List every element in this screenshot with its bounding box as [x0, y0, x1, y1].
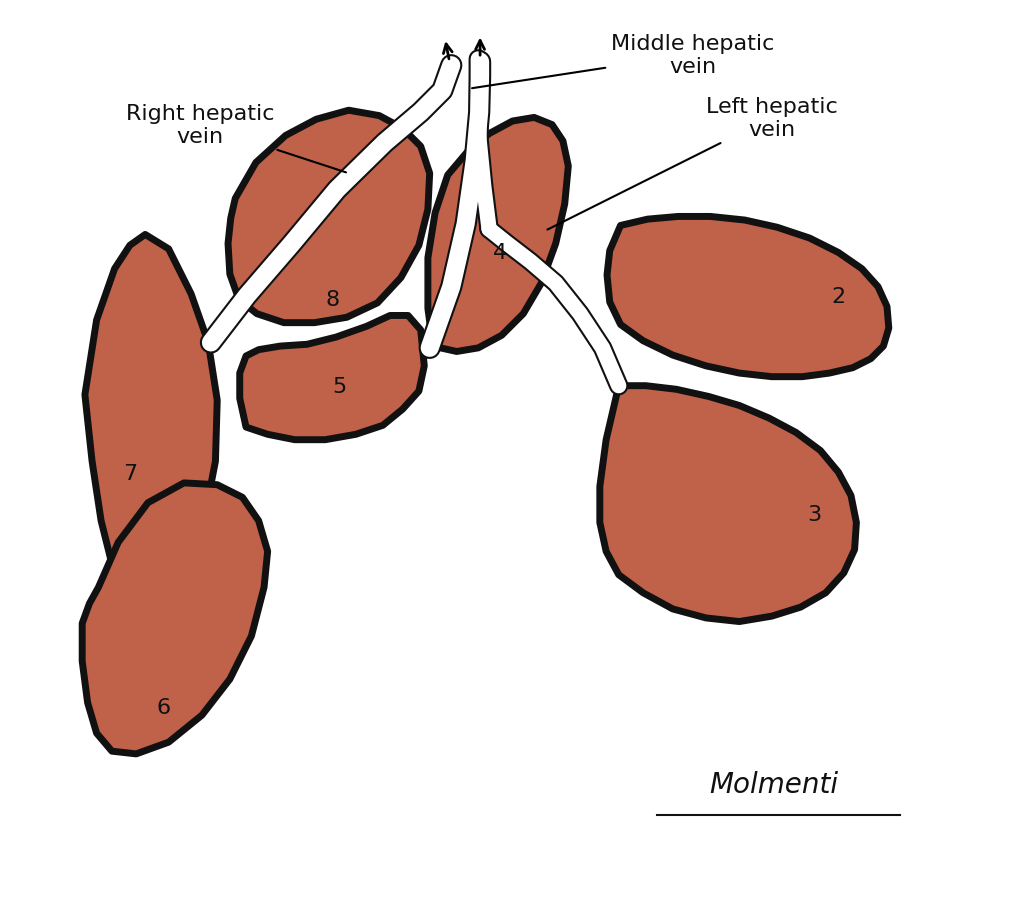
Text: 8: 8: [325, 290, 339, 310]
Polygon shape: [600, 386, 856, 621]
Text: Middle hepatic
vein: Middle hepatic vein: [473, 33, 774, 89]
Text: Left hepatic
vein: Left hepatic vein: [547, 97, 837, 230]
Text: Right hepatic
vein: Right hepatic vein: [126, 104, 346, 173]
Text: 6: 6: [156, 697, 170, 717]
Text: 5: 5: [332, 376, 346, 396]
Polygon shape: [240, 316, 424, 440]
Text: 3: 3: [807, 504, 821, 524]
Polygon shape: [82, 483, 268, 754]
Text: Molmenti: Molmenti: [709, 769, 838, 797]
Polygon shape: [228, 111, 429, 323]
Polygon shape: [607, 217, 889, 377]
Polygon shape: [85, 235, 217, 597]
Text: 7: 7: [123, 464, 137, 483]
Polygon shape: [427, 118, 568, 352]
Text: 4: 4: [493, 244, 507, 263]
Text: 2: 2: [831, 286, 846, 307]
